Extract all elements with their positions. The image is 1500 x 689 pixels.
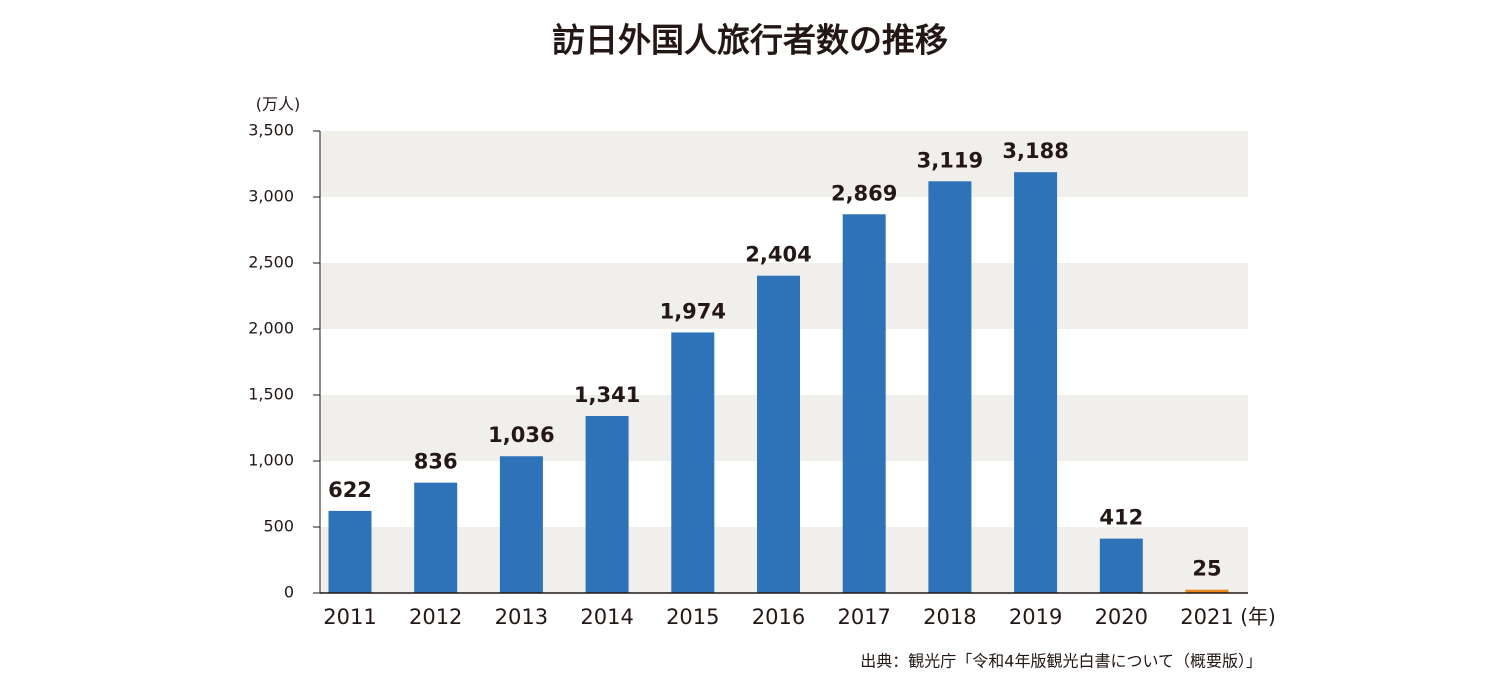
bar [1185,589,1229,593]
y-tick-label: 1,500 [248,385,294,404]
value-label: 2,869 [831,181,897,205]
y-tick-label: 2,500 [248,253,294,272]
value-label: 3,119 [917,148,983,172]
value-label: 25 [1192,557,1221,581]
x-tick-label: 2013 [495,605,548,629]
x-tick-label: 2021 [1180,605,1233,629]
x-tick-label: 2016 [752,605,805,629]
value-label: 1,341 [574,383,640,407]
x-tick-label: 2014 [580,605,633,629]
value-label: 1,974 [660,299,726,323]
y-tick-label: 1,000 [248,451,294,470]
value-label: 412 [1099,506,1143,530]
bar [1014,172,1058,593]
x-tick-label: 2020 [1095,605,1148,629]
y-tick-label: 0 [284,583,294,602]
value-label: 2,404 [745,243,811,267]
y-tick-label: 2,000 [248,319,294,338]
value-label: 1,036 [488,423,554,447]
bar [757,275,800,593]
grid-band [320,131,1248,197]
bar [1099,538,1143,593]
bar [928,181,972,594]
bar [499,456,543,593]
x-tick-label: 2018 [923,605,976,629]
bar [842,214,886,594]
y-tick-label: 3,000 [248,187,294,206]
y-unit: (万人) [256,95,301,114]
value-label: 622 [328,478,372,502]
y-tick-label: 500 [263,517,294,536]
chart-title: 訪日外国人旅行者数の推移 [552,21,948,60]
value-label: 3,188 [1002,139,1068,163]
source: 出典：観光庁「令和4年版観光白書について（概要版）」 [860,652,1262,671]
bar [414,482,458,593]
value-label: 836 [414,450,458,474]
x-tick-label: 2012 [409,605,462,629]
y-tick-label: 3,500 [248,121,294,140]
x-tick-label: 2011 [323,605,376,629]
bar [585,415,629,593]
x-unit: (年) [1240,605,1276,629]
x-tick-label: 2017 [837,605,890,629]
bar [671,332,715,593]
bar [328,510,372,593]
x-tick-label: 2019 [1009,605,1062,629]
x-tick-label: 2015 [666,605,719,629]
